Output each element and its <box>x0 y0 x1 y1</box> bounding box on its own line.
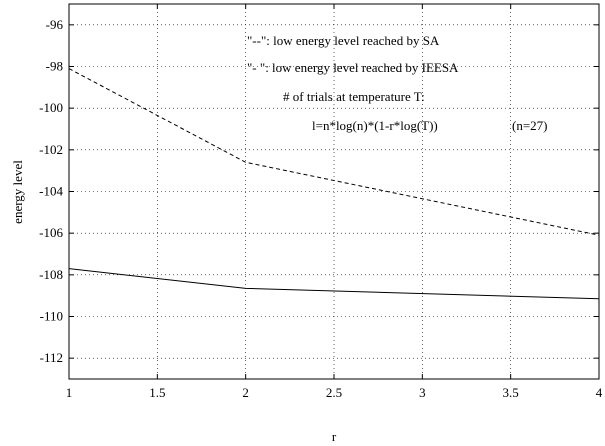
n-value-annotation: (n=27) <box>512 118 548 133</box>
x-tick-label: 3 <box>419 385 426 400</box>
x-tick-label: 4 <box>596 385 603 400</box>
ticks <box>68 4 600 379</box>
y-tick-label: -110 <box>40 309 63 324</box>
trials-annotation: # of trials at temperature T: <box>283 89 425 104</box>
y-axis-title: energy level <box>10 160 25 224</box>
y-tick-label: -98 <box>46 59 63 74</box>
tick-labels: 1 1.5 2 2.5 3 3.5 4 -96 -98 -100 -102 -104 -106 -108 -… <box>39 17 603 400</box>
x-tick-label: 1.5 <box>149 385 165 400</box>
series-line-sa <box>68 68 600 236</box>
formula-annotation: l=n*log(n)*(1-r*log(T)) <box>312 118 438 133</box>
x-tick-label: 1 <box>66 385 73 400</box>
y-tick-label: -102 <box>39 142 63 157</box>
legend-ieesa-annotation: "- ": low energy level reached by IEESA <box>247 60 459 75</box>
y-tick-label: -100 <box>39 100 63 115</box>
x-tick-label: 2.5 <box>326 385 342 400</box>
y-tick-label: -106 <box>39 225 63 240</box>
y-tick-label: -112 <box>40 350 63 365</box>
y-tick-label: -104 <box>39 184 63 199</box>
x-axis-title: r <box>332 429 337 444</box>
grid <box>69 4 599 379</box>
series-line-ieesa <box>68 268 600 300</box>
x-tick-label: 3.5 <box>503 385 519 400</box>
legend-sa-annotation: "--": low energy level reached by SA <box>247 33 440 48</box>
y-tick-label: -96 <box>46 17 64 32</box>
y-tick-label: -108 <box>39 267 63 282</box>
x-tick-label: 2 <box>242 385 249 400</box>
annotation-block: "--": low energy level reached by SA "- … <box>247 33 548 133</box>
